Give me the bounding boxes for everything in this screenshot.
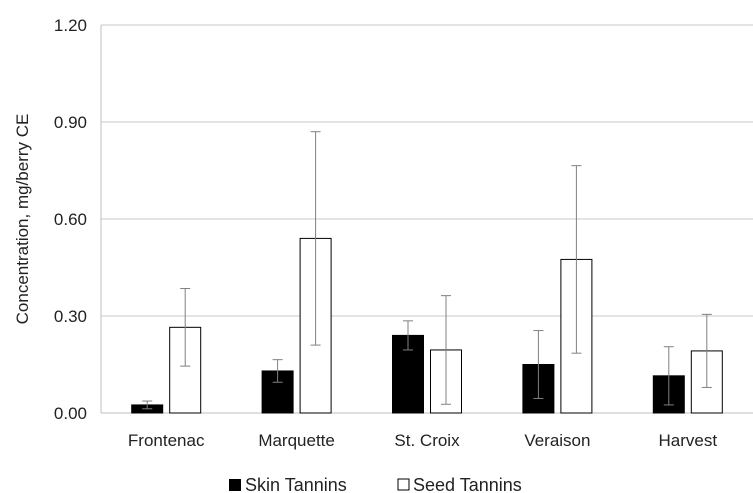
legend-swatch-seed-tannins	[397, 478, 410, 491]
error-bar-seed-tannins	[441, 295, 451, 405]
y-tick-label: 1.20	[54, 16, 87, 35]
legend-label-seed-tannins: Seed Tannins	[413, 475, 522, 493]
x-tick-label: Veraison	[524, 431, 590, 450]
legend-swatch-skin-tannins	[229, 479, 241, 491]
x-tick-label: Marquette	[258, 431, 335, 450]
gridlines	[101, 24, 753, 317]
y-tick-label: 0.90	[54, 113, 87, 132]
x-tick-label: Frontenac	[128, 431, 205, 450]
y-tick-label: 0.60	[54, 210, 87, 229]
y-axis-label: Concentration, mg/berry CE	[13, 114, 32, 325]
error-bars	[142, 131, 712, 410]
error-bar-skin-tannins	[663, 346, 674, 406]
error-bar-seed-tannins	[310, 131, 321, 346]
error-bar-skin-tannins	[533, 330, 544, 399]
y-tick-label: 0.30	[54, 307, 87, 326]
error-bar-skin-tannins	[403, 320, 413, 351]
legend-label-skin-tannins: Skin Tannins	[245, 475, 347, 493]
error-bar-seed-tannins	[571, 165, 582, 354]
error-bar-skin-tannins	[272, 359, 283, 383]
x-tick-label: Harvest	[659, 431, 718, 450]
error-bar-seed-tannins	[701, 313, 712, 388]
bars	[131, 237, 723, 414]
legend: Skin Tannins Seed Tannins	[229, 475, 522, 493]
x-tick-label: St. Croix	[394, 431, 460, 450]
y-tick-labels: 0.00 0.30 0.60 0.90 1.20	[54, 16, 87, 423]
error-bar-skin-tannins	[142, 400, 153, 410]
x-tick-labels: Frontenac Marquette St. Croix Veraison Harve…	[128, 431, 717, 450]
error-bar-seed-tannins	[180, 288, 191, 367]
y-tick-label: 0.00	[54, 404, 87, 423]
